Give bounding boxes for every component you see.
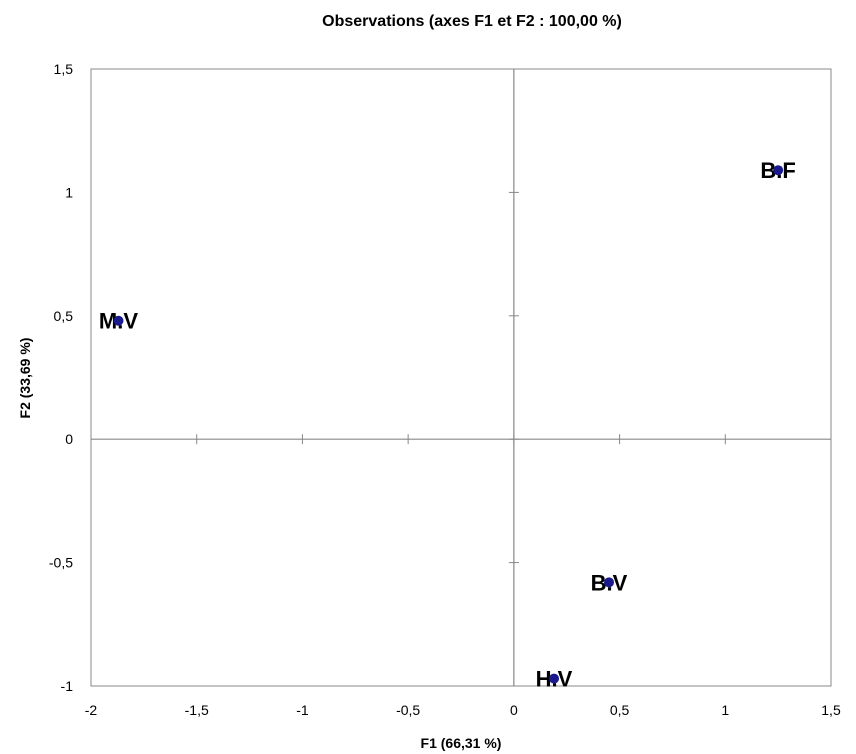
plot-area-border: [90, 68, 832, 687]
y-tick-label: 0: [65, 431, 73, 447]
data-point: [113, 315, 124, 326]
x-tick-label: 1: [721, 702, 729, 718]
x-tick-label: -0,5: [396, 702, 420, 718]
y-tick-label: 1,5: [54, 61, 74, 77]
ticks-layer: -2 -1,5 -1 -0,5 0 0,5 1 1,5 -1 -0,5 0 0,5 1 1,5: [49, 61, 841, 718]
x-tick-label: -1,5: [185, 702, 209, 718]
y-tick-label: 0,5: [54, 308, 74, 324]
data-point: [773, 165, 784, 176]
x-tick-label: 0,5: [610, 702, 630, 718]
y-tick-label: -1: [61, 678, 74, 694]
x-tick-label: 0: [510, 702, 518, 718]
data-point: [604, 577, 614, 588]
zero-axes: [91, 69, 831, 686]
x-tick-label: 1,5: [821, 702, 841, 718]
points-layer: B.FM.VB.VH.V: [99, 158, 796, 691]
x-tick-label: -2: [85, 702, 98, 718]
chart-title: Observations (axes F1 et F2 : 100,00 %): [322, 13, 622, 30]
y-axis-title: F2 (33,69 %): [17, 338, 33, 419]
data-point: [549, 673, 560, 684]
x-tick-label: -1: [296, 702, 309, 718]
y-tick-label: -0,5: [49, 555, 73, 571]
x-axis-title: F1 (66,31 %): [421, 735, 502, 751]
y-tick-label: 1: [65, 184, 73, 200]
